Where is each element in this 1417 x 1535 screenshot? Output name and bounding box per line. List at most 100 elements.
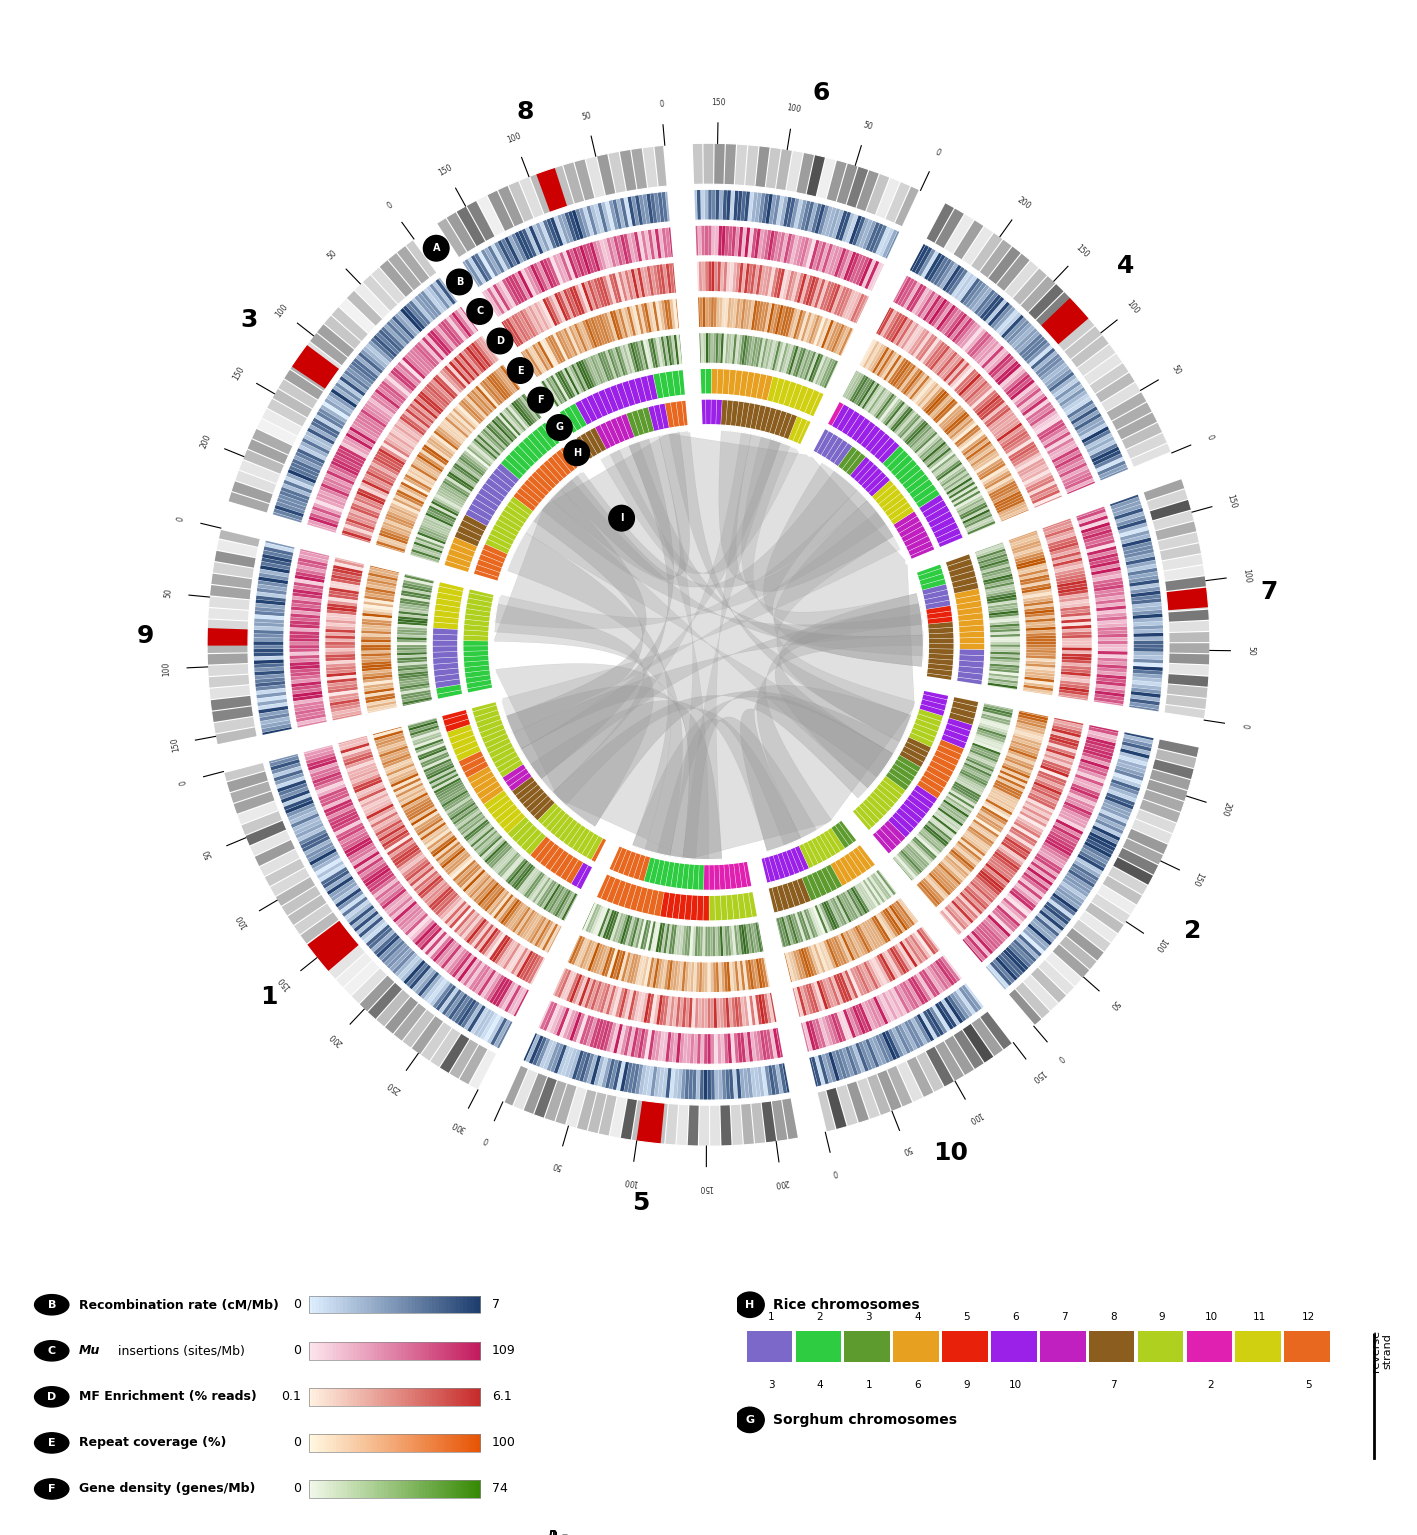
Text: 150: 150 (231, 365, 247, 382)
Polygon shape (553, 255, 567, 284)
Polygon shape (458, 866, 482, 889)
Polygon shape (1064, 474, 1094, 490)
Polygon shape (891, 275, 908, 302)
Polygon shape (424, 514, 452, 530)
Polygon shape (425, 442, 451, 462)
Polygon shape (808, 907, 820, 936)
Polygon shape (401, 857, 428, 876)
Polygon shape (864, 261, 880, 290)
Polygon shape (334, 559, 364, 568)
Polygon shape (1033, 496, 1063, 510)
Polygon shape (1027, 404, 1054, 424)
Polygon shape (631, 990, 639, 1021)
Polygon shape (884, 401, 905, 427)
Polygon shape (871, 224, 887, 253)
Polygon shape (400, 907, 424, 930)
Bar (323, 1434, 327, 1452)
Polygon shape (839, 212, 852, 241)
Polygon shape (407, 468, 435, 487)
Polygon shape (414, 812, 441, 832)
Polygon shape (792, 950, 803, 981)
Polygon shape (513, 603, 924, 780)
Bar (343, 1480, 347, 1498)
Polygon shape (435, 984, 456, 1012)
Polygon shape (808, 982, 819, 1013)
Polygon shape (777, 342, 786, 371)
Polygon shape (436, 593, 462, 602)
Polygon shape (442, 898, 465, 923)
Polygon shape (1019, 810, 1047, 827)
Polygon shape (285, 800, 315, 814)
Polygon shape (337, 448, 366, 465)
Polygon shape (1054, 566, 1085, 576)
Polygon shape (1097, 651, 1128, 655)
Polygon shape (954, 588, 981, 599)
Polygon shape (873, 996, 888, 1025)
Polygon shape (631, 886, 642, 912)
Polygon shape (992, 358, 1017, 381)
Polygon shape (296, 448, 326, 464)
Polygon shape (939, 955, 961, 982)
Polygon shape (975, 543, 1005, 556)
Polygon shape (288, 806, 317, 821)
Polygon shape (990, 304, 1013, 328)
Bar (364, 1296, 368, 1314)
Polygon shape (978, 810, 1006, 827)
Polygon shape (499, 807, 521, 829)
Polygon shape (1013, 939, 1037, 962)
Polygon shape (737, 961, 743, 992)
Text: 300: 300 (451, 1119, 468, 1134)
Polygon shape (272, 766, 302, 778)
Polygon shape (731, 926, 737, 956)
Polygon shape (361, 619, 393, 623)
Polygon shape (852, 376, 869, 404)
Polygon shape (979, 559, 1009, 569)
Polygon shape (451, 804, 478, 823)
Polygon shape (404, 573, 435, 582)
Polygon shape (283, 370, 323, 399)
Polygon shape (529, 226, 544, 255)
Polygon shape (945, 723, 971, 737)
Polygon shape (942, 800, 969, 818)
Polygon shape (708, 926, 710, 956)
Polygon shape (279, 490, 309, 503)
Polygon shape (500, 459, 523, 479)
Polygon shape (969, 881, 995, 903)
Polygon shape (731, 996, 737, 1027)
Polygon shape (266, 399, 307, 427)
Bar (408, 1434, 412, 1452)
Polygon shape (329, 464, 359, 479)
Polygon shape (941, 801, 968, 820)
Polygon shape (920, 775, 945, 794)
Polygon shape (427, 508, 456, 523)
Polygon shape (255, 599, 286, 606)
Polygon shape (1013, 884, 1039, 906)
Polygon shape (716, 399, 723, 425)
Polygon shape (1039, 768, 1068, 781)
Polygon shape (550, 850, 568, 875)
Polygon shape (1007, 441, 1036, 459)
Polygon shape (643, 857, 655, 883)
Polygon shape (740, 1068, 745, 1099)
Polygon shape (942, 358, 965, 382)
Polygon shape (298, 829, 327, 846)
Polygon shape (949, 418, 973, 439)
Polygon shape (1063, 801, 1093, 817)
Polygon shape (1127, 563, 1158, 573)
Polygon shape (996, 904, 1020, 927)
Polygon shape (1129, 586, 1161, 594)
Polygon shape (273, 508, 303, 520)
Polygon shape (825, 900, 840, 929)
Polygon shape (928, 649, 954, 654)
Polygon shape (808, 315, 820, 344)
Polygon shape (411, 967, 434, 992)
Polygon shape (1047, 536, 1077, 546)
Polygon shape (376, 738, 405, 749)
Polygon shape (213, 562, 254, 579)
Bar (357, 1388, 361, 1406)
Polygon shape (772, 1028, 781, 1059)
Polygon shape (465, 609, 490, 617)
Polygon shape (462, 514, 487, 531)
Polygon shape (558, 892, 575, 919)
Polygon shape (1016, 815, 1044, 834)
